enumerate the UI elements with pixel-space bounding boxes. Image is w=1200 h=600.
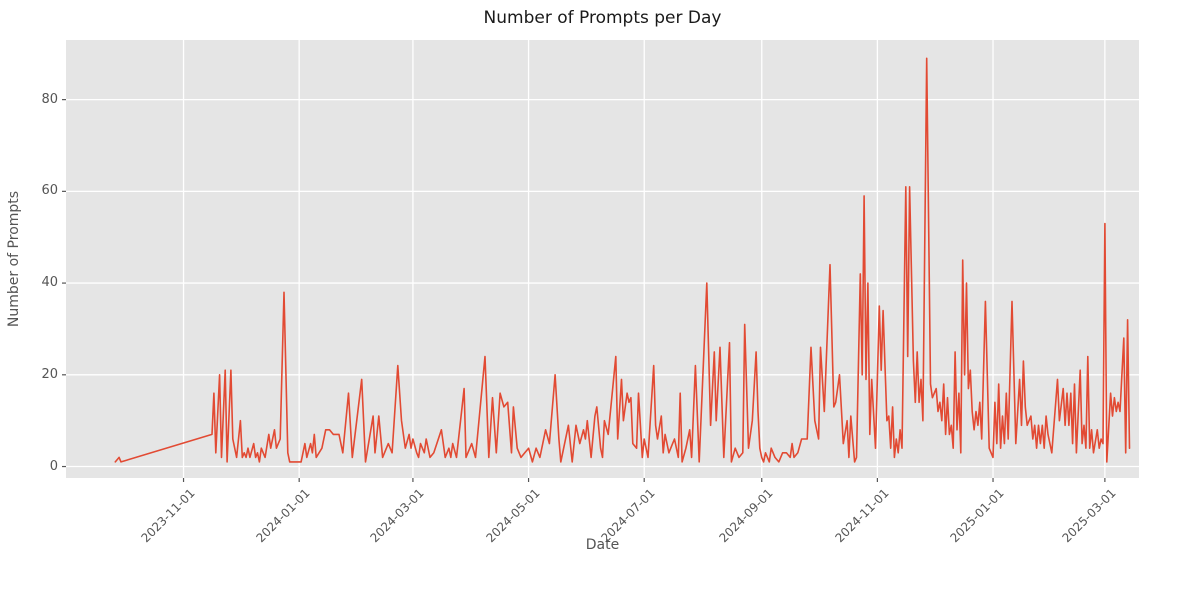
y-tick-label: 20 bbox=[41, 366, 58, 382]
y-tick-label: 40 bbox=[41, 275, 58, 291]
y-tick-label: 0 bbox=[49, 458, 58, 474]
chart-title: Number of Prompts per Day bbox=[483, 8, 722, 28]
plot-area bbox=[66, 40, 1139, 478]
y-tick-label: 60 bbox=[41, 183, 58, 199]
y-axis-label: Number of Prompts bbox=[6, 190, 22, 328]
y-tick-label: 80 bbox=[41, 91, 58, 107]
x-axis-label: Date bbox=[585, 537, 620, 553]
data-line bbox=[114, 57, 1131, 463]
